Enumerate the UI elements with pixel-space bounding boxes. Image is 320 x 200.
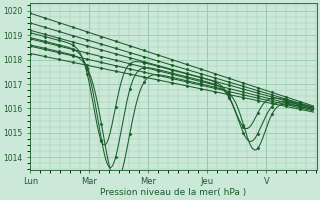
X-axis label: Pression niveau de la mer( hPa ): Pression niveau de la mer( hPa ) [100, 188, 247, 197]
